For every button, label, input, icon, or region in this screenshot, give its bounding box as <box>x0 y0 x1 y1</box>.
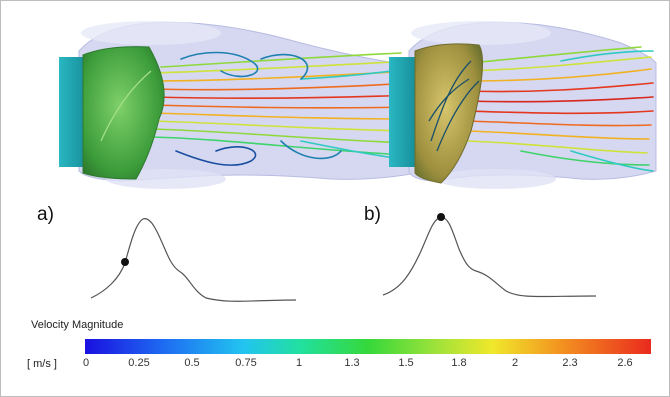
colorbar <box>85 339 651 354</box>
colorbar-tick: 0.75 <box>235 357 257 369</box>
colorbar-tick: 0.25 <box>128 357 150 369</box>
valve-leaflet-a <box>82 46 165 180</box>
colorbar-tick: 2.6 <box>617 357 633 369</box>
colorbar-tick: 1.5 <box>398 357 414 369</box>
colorbar-tick: 1.8 <box>451 357 467 369</box>
panel-label-a: a) <box>37 204 54 225</box>
streamlines-a <box>150 51 422 166</box>
colorbar-tick: 0.5 <box>184 357 200 369</box>
colorbar-title: Velocity Magnitude <box>31 319 124 331</box>
time-marker-a <box>121 258 129 266</box>
vortex-lines-b <box>428 60 480 152</box>
vessel-a <box>78 21 427 189</box>
streamlines-b <box>465 46 654 172</box>
colorbar-units: [ m/s ] <box>27 358 57 370</box>
valve-leaflet-b <box>414 43 484 184</box>
flow-waveform-b <box>382 216 597 298</box>
colorbar-tick: 1.3 <box>344 357 360 369</box>
colorbar-tick: 2.3 <box>562 357 578 369</box>
colorbar-tick: 1 <box>295 357 303 369</box>
time-marker-b <box>437 213 445 221</box>
panel-label-b: b) <box>364 204 381 225</box>
colorbar-tick: 0 <box>82 357 90 369</box>
colorbar-tick: 2 <box>511 357 519 369</box>
